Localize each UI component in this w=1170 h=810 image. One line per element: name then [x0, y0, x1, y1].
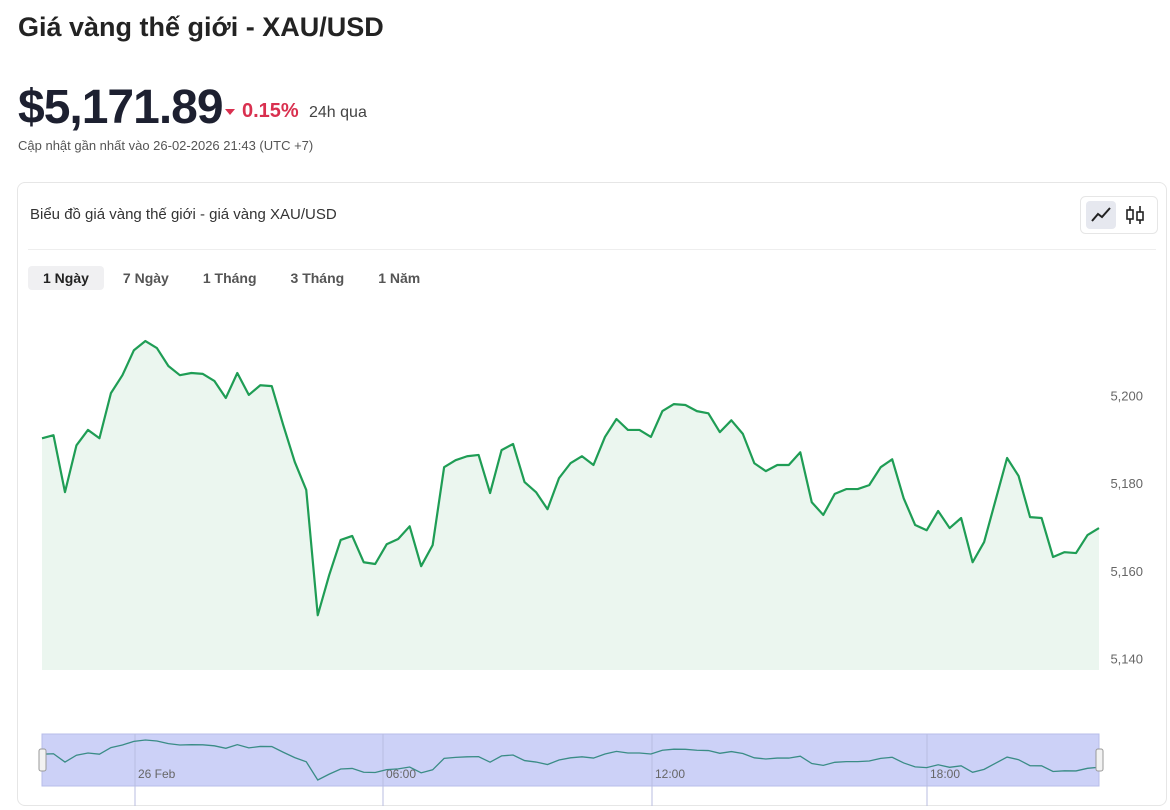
navigator-label: 26 Feb — [138, 767, 176, 781]
y-tick-label: 5,200 — [1110, 389, 1143, 404]
chart-title: Biểu đồ giá vàng thế giới - giá vàng XAU… — [30, 206, 337, 223]
down-arrow — [225, 109, 235, 115]
last-updated: Cập nhật gần nhất vào 26-02-2026 21:43 (… — [18, 138, 314, 153]
price: $5,171.89 — [18, 81, 224, 134]
navigator-label: 12:00 — [655, 767, 685, 781]
range-tab[interactable]: 7 Ngày — [122, 270, 169, 286]
chart-type-toggle — [1080, 196, 1158, 234]
divider — [28, 249, 1156, 250]
navigator-line — [41, 739, 1100, 781]
price-line — [41, 339, 1100, 617]
chart-card — [17, 182, 1167, 806]
price-change: 0.15% — [242, 100, 299, 122]
candle-chart-button[interactable] — [1126, 206, 1144, 224]
y-tick-label: 5,180 — [1110, 476, 1143, 491]
range-tabs: 1 Ngày 7 Ngày 1 Tháng 3 Tháng 1 Năm — [28, 266, 435, 290]
change-period: 24h qua — [309, 104, 367, 121]
price-area — [42, 341, 1099, 670]
navigator-label: 06:00 — [386, 767, 416, 781]
y-tick-label: 5,160 — [1110, 564, 1143, 579]
range-tab[interactable]: 1 Tháng — [202, 270, 257, 286]
navigator-window — [41, 733, 1100, 787]
line-chart-button[interactable] — [1086, 201, 1116, 229]
navigator-label: 18:00 — [930, 767, 960, 781]
y-tick-label: 5,140 — [1110, 651, 1143, 666]
range-tab[interactable]: 1 Năm — [378, 270, 421, 286]
page-title: Giá vàng thế giới - XAU/USD — [18, 12, 384, 42]
navigator-handle[interactable] — [38, 748, 47, 772]
range-tab[interactable]: 3 Tháng — [290, 270, 345, 286]
navigator-handle[interactable] — [1095, 748, 1104, 772]
range-tab[interactable]: 1 Ngày — [28, 266, 104, 290]
